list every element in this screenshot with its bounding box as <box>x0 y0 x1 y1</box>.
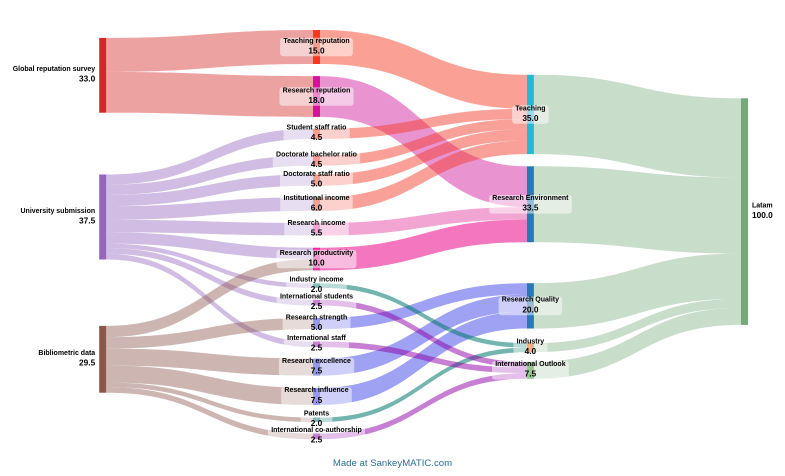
svg-text:37.5: 37.5 <box>79 215 96 225</box>
svg-text:Research Environment: Research Environment <box>492 195 569 202</box>
svg-text:Research influence: Research influence <box>284 387 348 394</box>
svg-text:4.5: 4.5 <box>311 159 323 169</box>
svg-text:7.5: 7.5 <box>311 395 323 405</box>
svg-text:35.0: 35.0 <box>522 113 539 123</box>
svg-text:Made at SankeyMATIC.com: Made at SankeyMATIC.com <box>333 458 452 469</box>
svg-text:Teaching: Teaching <box>515 105 545 112</box>
svg-text:2.5: 2.5 <box>311 435 323 445</box>
svg-text:Institutional income: Institutional income <box>283 195 349 202</box>
svg-text:Research reputation: Research reputation <box>283 87 351 94</box>
svg-text:2.0: 2.0 <box>311 284 323 294</box>
svg-text:100.0: 100.0 <box>752 210 773 220</box>
svg-text:International Outlook: International Outlook <box>495 361 565 368</box>
svg-text:Bibliometric data: Bibliometric data <box>38 350 95 357</box>
svg-text:5.0: 5.0 <box>311 179 323 189</box>
svg-text:15.0: 15.0 <box>308 45 325 55</box>
svg-text:5.5: 5.5 <box>311 228 323 238</box>
svg-text:Doctorate staff ratio: Doctorate staff ratio <box>283 171 350 178</box>
svg-text:Industry income: Industry income <box>289 277 343 284</box>
svg-text:International staff: International staff <box>287 335 346 342</box>
svg-text:Student staff ratio: Student staff ratio <box>287 125 347 132</box>
svg-text:4.0: 4.0 <box>525 346 537 356</box>
svg-text:Global reputation survey: Global reputation survey <box>13 66 96 73</box>
svg-text:2.0: 2.0 <box>311 418 323 428</box>
svg-text:Teaching reputation: Teaching reputation <box>283 38 349 45</box>
svg-text:University submission: University submission <box>20 208 95 215</box>
svg-text:29.5: 29.5 <box>79 358 96 368</box>
svg-text:Latam: Latam <box>752 202 773 209</box>
svg-text:33.0: 33.0 <box>79 74 96 84</box>
svg-text:Industry: Industry <box>517 338 545 345</box>
svg-text:7.5: 7.5 <box>525 369 537 379</box>
svg-text:Research productivity: Research productivity <box>280 250 354 257</box>
svg-text:2.5: 2.5 <box>311 343 323 353</box>
svg-text:Research income: Research income <box>288 220 346 227</box>
svg-text:6.0: 6.0 <box>311 203 323 213</box>
svg-text:Research Quality: Research Quality <box>502 297 559 304</box>
svg-text:Doctorate bachelor ratio: Doctorate bachelor ratio <box>276 151 357 158</box>
svg-text:7.5: 7.5 <box>311 366 323 376</box>
svg-text:10.0: 10.0 <box>308 257 325 267</box>
svg-text:20.0: 20.0 <box>522 304 539 314</box>
svg-text:5.0: 5.0 <box>311 322 323 332</box>
svg-text:2.5: 2.5 <box>311 301 323 311</box>
svg-text:33.5: 33.5 <box>522 203 539 213</box>
svg-text:4.5: 4.5 <box>311 132 323 142</box>
svg-text:18.0: 18.0 <box>308 95 325 105</box>
svg-text:Research strength: Research strength <box>286 314 347 321</box>
svg-text:Patents: Patents <box>304 411 329 418</box>
svg-text:International students: International students <box>280 293 353 300</box>
svg-text:Research excellence: Research excellence <box>282 358 351 365</box>
svg-text:International co-authorship: International co-authorship <box>271 427 362 434</box>
